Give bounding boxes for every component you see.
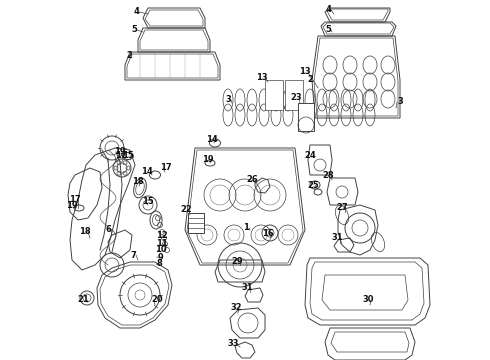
- Text: 30: 30: [362, 296, 374, 305]
- Text: 17: 17: [160, 163, 172, 172]
- Text: 2: 2: [126, 50, 132, 59]
- Text: 14: 14: [141, 167, 153, 176]
- Text: 4: 4: [325, 5, 331, 14]
- Text: 10: 10: [155, 246, 167, 255]
- Text: 6: 6: [105, 225, 111, 234]
- Bar: [188, 213, 204, 233]
- Text: 14: 14: [206, 135, 218, 144]
- Text: 17: 17: [115, 150, 127, 159]
- Text: 26: 26: [246, 175, 258, 184]
- Text: 33: 33: [227, 339, 239, 348]
- Text: 18: 18: [132, 177, 144, 186]
- Text: 1: 1: [243, 224, 249, 233]
- Text: 3: 3: [397, 98, 403, 107]
- Text: 25: 25: [307, 180, 319, 189]
- Text: 8: 8: [156, 260, 162, 269]
- Text: 4: 4: [133, 8, 139, 17]
- Text: 9: 9: [157, 252, 163, 261]
- Text: 27: 27: [336, 202, 348, 211]
- Text: 7: 7: [130, 251, 136, 260]
- Text: 3: 3: [225, 95, 231, 104]
- Text: 23: 23: [290, 94, 302, 103]
- Text: 5: 5: [325, 26, 331, 35]
- Bar: [285, 80, 303, 110]
- Text: 15: 15: [142, 198, 154, 207]
- Bar: [265, 80, 283, 110]
- Text: 19: 19: [114, 148, 126, 157]
- Text: 17: 17: [69, 195, 81, 204]
- Text: 2: 2: [307, 76, 313, 85]
- Text: 19: 19: [202, 156, 214, 165]
- Text: 15: 15: [122, 150, 134, 159]
- Text: 5: 5: [131, 26, 137, 35]
- Text: 12: 12: [156, 230, 168, 239]
- Text: 22: 22: [180, 206, 192, 215]
- Text: 29: 29: [231, 257, 243, 266]
- Text: 24: 24: [304, 150, 316, 159]
- Text: 32: 32: [230, 302, 242, 311]
- Text: 21: 21: [77, 296, 89, 305]
- Text: 13: 13: [256, 73, 268, 82]
- Text: 16: 16: [262, 229, 274, 238]
- Text: 31: 31: [331, 233, 343, 242]
- Text: 31: 31: [241, 283, 253, 292]
- Text: 18: 18: [79, 228, 91, 237]
- Bar: [298, 103, 314, 131]
- Text: 20: 20: [151, 296, 163, 305]
- Text: 28: 28: [322, 171, 334, 180]
- Text: 13: 13: [299, 68, 311, 77]
- Text: 11: 11: [156, 238, 168, 248]
- Text: 19: 19: [66, 201, 78, 210]
